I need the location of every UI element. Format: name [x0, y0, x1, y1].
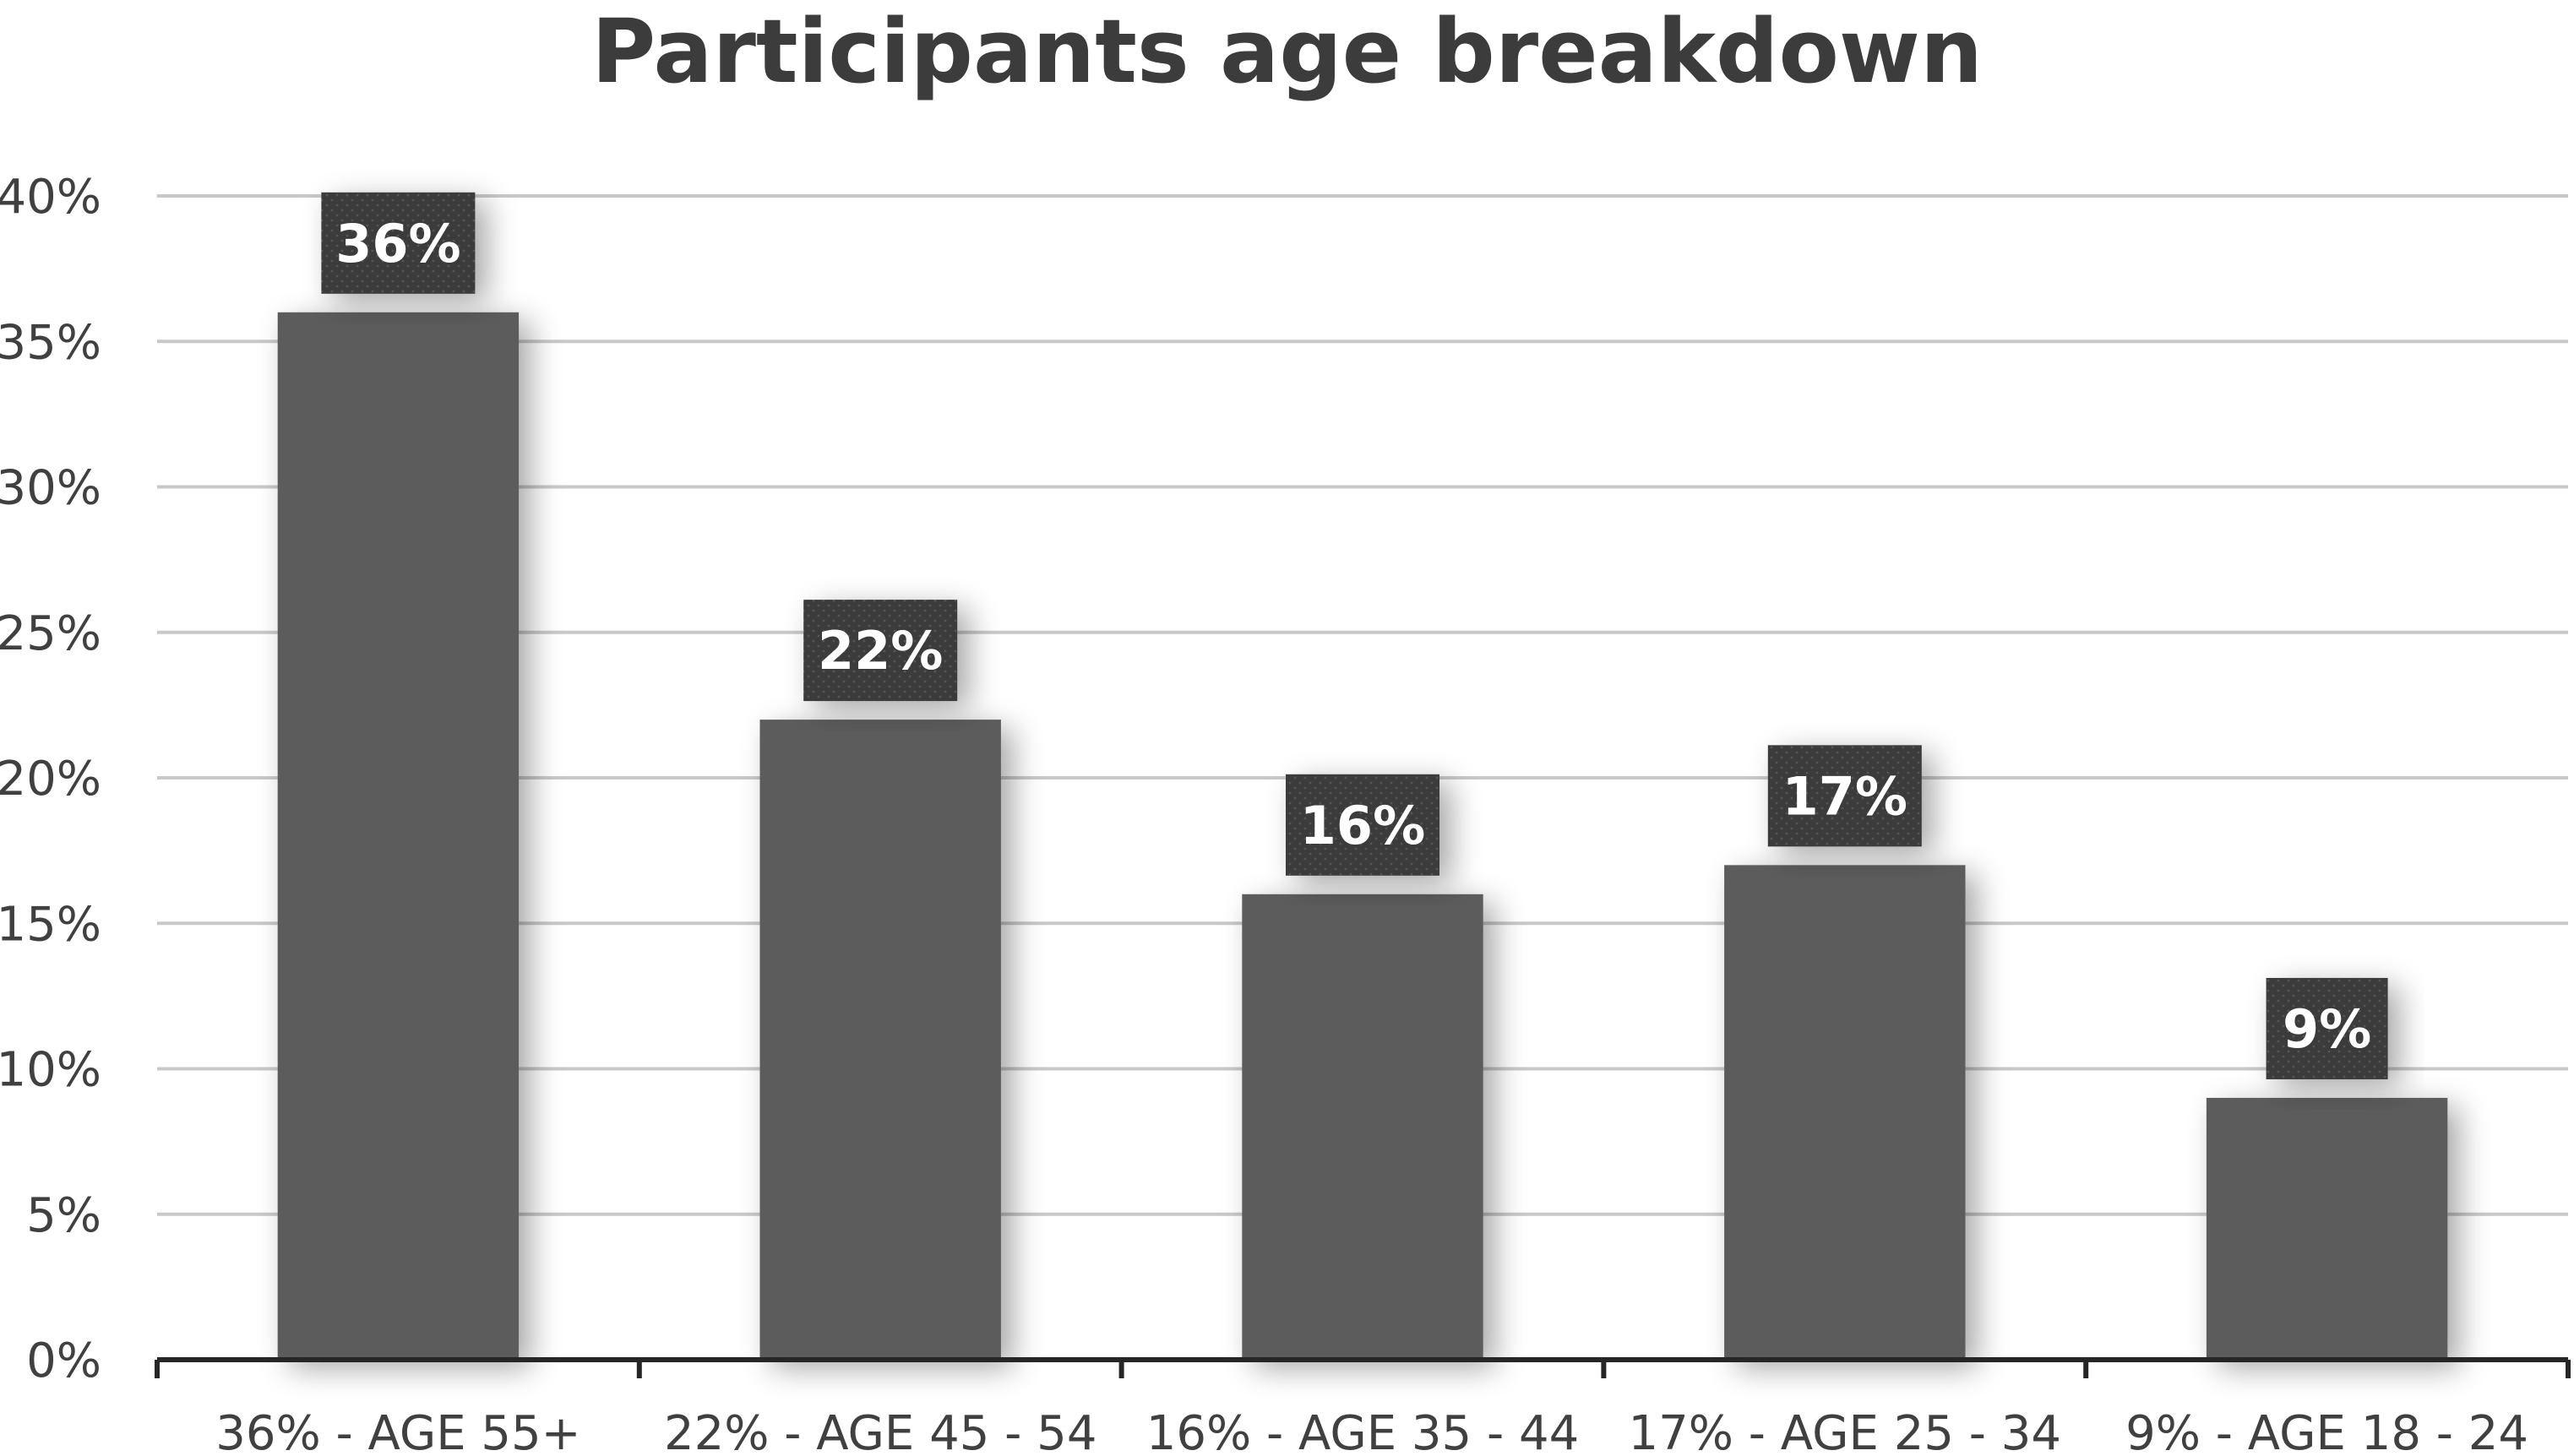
data-label-box — [1286, 774, 1439, 876]
bar — [1724, 865, 1966, 1360]
bars — [277, 312, 2448, 1360]
x-category-label: 9% - AGE 18 - 24 — [2125, 1406, 2528, 1456]
x-category-label: 17% - AGE 25 - 34 — [1629, 1406, 2062, 1456]
data-label-box — [1767, 745, 1922, 847]
bar — [277, 312, 520, 1360]
category-labels: 36% - AGE 55+ 22% - AGE 45 - 54 16% - AGE … — [215, 1406, 2528, 1456]
y-tick-label: 20% — [0, 752, 101, 807]
chart-title: Participants age breakdown — [590, 0, 1984, 103]
y-tick-label: 15% — [0, 897, 101, 952]
bar — [759, 720, 1001, 1360]
data-label: 22% — [818, 620, 943, 682]
y-tick-label: 5% — [26, 1188, 101, 1243]
y-tick-label: 35% — [0, 315, 101, 370]
data-label-box — [2266, 977, 2388, 1079]
data-label: 16% — [1300, 795, 1425, 856]
data-label-box — [321, 192, 476, 294]
x-category-label: 16% - AGE 35 - 44 — [1146, 1406, 1580, 1456]
y-tick-label: 40% — [0, 170, 101, 225]
data-label-box — [803, 600, 958, 702]
y-axis-ticks: 0% 5% 10% 15% 20% 25% 30% 35% 40% — [0, 170, 101, 1388]
bar — [2206, 1097, 2448, 1360]
data-label: 36% — [335, 213, 460, 274]
y-tick-label: 0% — [26, 1334, 101, 1388]
data-label: 9% — [2283, 998, 2371, 1060]
data-label: 17% — [1782, 765, 1907, 827]
data-labels: 36% 22% 16% 17% 9% — [321, 192, 2388, 1079]
x-axis — [155, 1357, 2571, 1378]
y-tick-label: 10% — [0, 1043, 101, 1098]
x-category-label: 22% - AGE 45 - 54 — [664, 1406, 1097, 1456]
x-category-label: 36% - AGE 55+ — [215, 1406, 580, 1456]
bar — [1242, 894, 1483, 1360]
y-tick-label: 25% — [0, 606, 101, 661]
y-tick-label: 30% — [0, 461, 101, 516]
